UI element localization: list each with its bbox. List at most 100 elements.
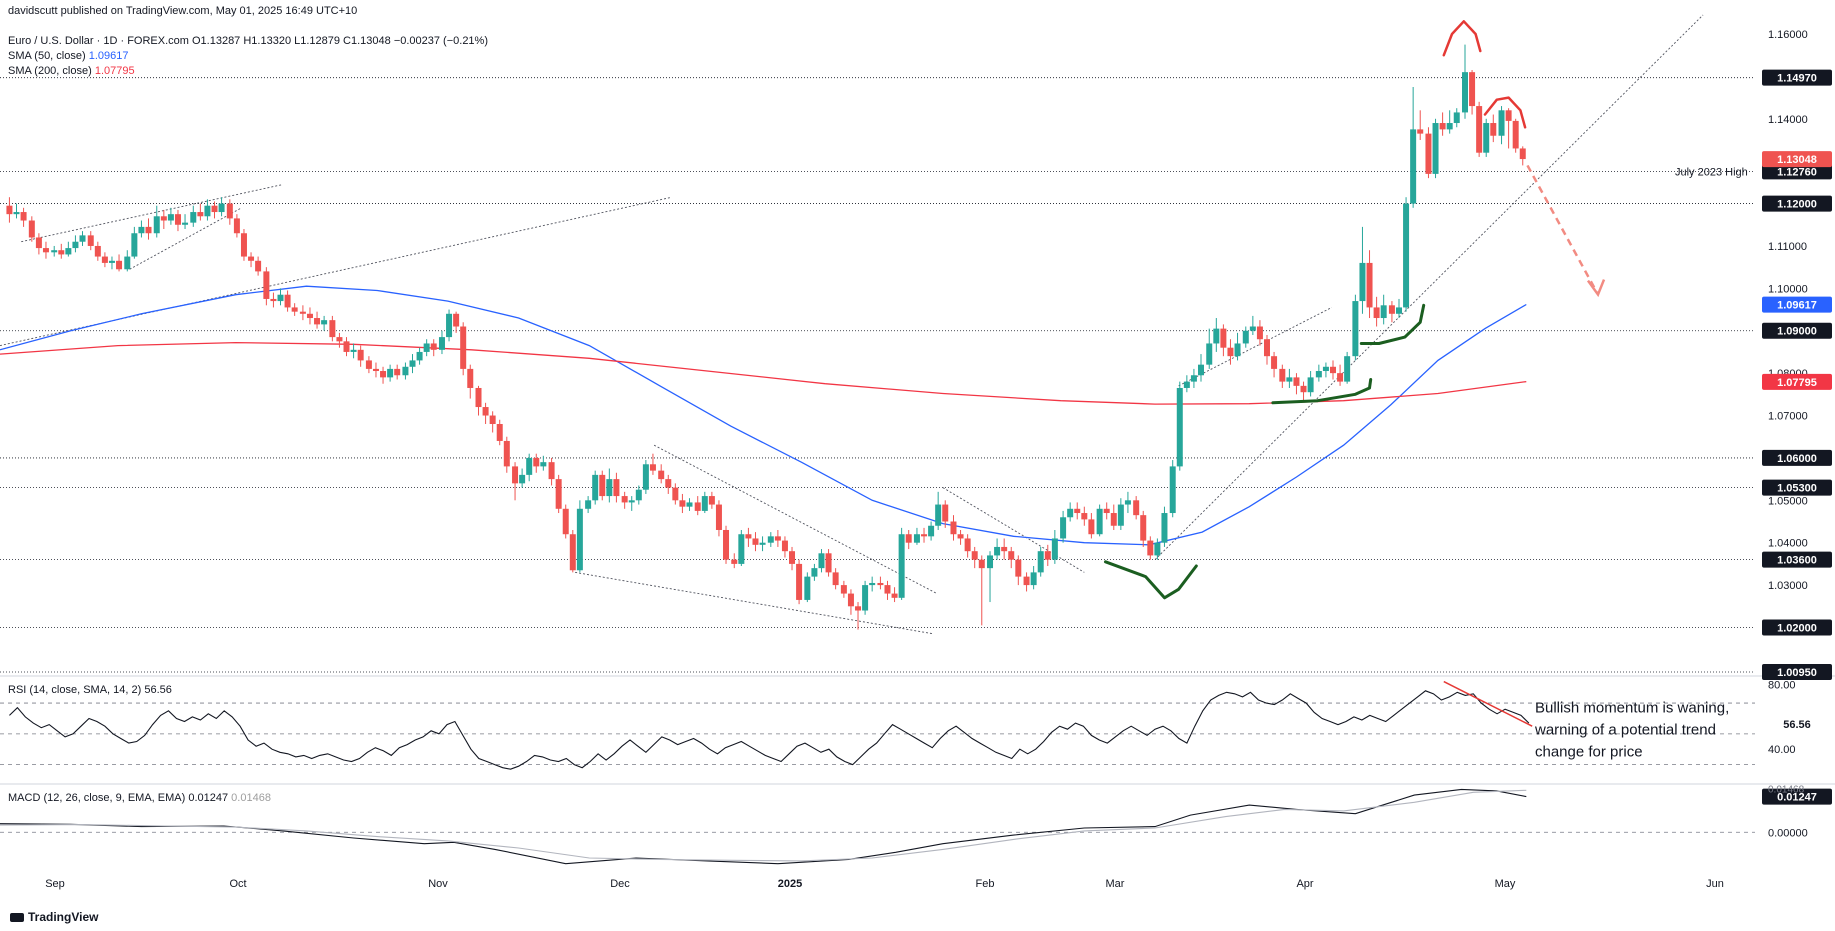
candle-body-55 [409, 360, 416, 367]
trendline-5 [942, 487, 1085, 573]
trendline-3 [575, 571, 934, 635]
candle-body-43 [321, 320, 328, 325]
candle-body-113 [832, 572, 839, 586]
candle-body-139 [1023, 576, 1030, 586]
candle-body-97 [715, 504, 722, 530]
price-level-label-5: 1.05300 [1777, 483, 1817, 495]
candle-body-162 [1190, 375, 1197, 382]
candle-body-161 [1183, 381, 1190, 388]
x-tick-oct: Oct [229, 878, 246, 890]
price-level-label-2: 1.12000 [1777, 199, 1817, 211]
candle-body-169 [1242, 330, 1249, 344]
candle-body-96 [708, 496, 715, 505]
x-tick-dec: Dec [610, 878, 630, 890]
x-tick-mar: Mar [1106, 878, 1125, 890]
candle-body-199 [1461, 72, 1468, 113]
candle-body-123 [905, 534, 912, 543]
tradingview-brand: TradingView [10, 910, 98, 924]
candle-body-184 [1352, 301, 1359, 357]
candle-body-67 [496, 424, 503, 441]
candle-body-205 [1505, 110, 1512, 121]
sma200-legend: SMA (200, close) 1.07795 [8, 65, 135, 78]
candle-body-207 [1519, 148, 1526, 160]
candle-body-119 [877, 582, 884, 586]
candle-body-4 [35, 237, 42, 249]
candle-body-100 [738, 534, 745, 564]
candle-body-180 [1322, 366, 1329, 372]
candle-body-82 [606, 479, 613, 497]
candle-body-60 [446, 313, 453, 338]
candle-body-36 [270, 298, 277, 302]
price-level-label-3: 1.09000 [1777, 326, 1817, 338]
candle-body-35 [263, 271, 270, 299]
candle-body-57 [423, 343, 430, 352]
candle-body-114 [840, 585, 847, 594]
macd-legend: MACD (12, 26, close, 9, EMA, EMA) 0.0124… [8, 792, 271, 805]
candle-body-58 [430, 343, 437, 350]
trendline-4 [653, 444, 938, 594]
candle-body-53 [394, 368, 401, 376]
candle-body-88 [649, 464, 656, 471]
candle-body-93 [686, 502, 693, 507]
candle-body-149 [1096, 508, 1103, 535]
candle-body-77 [569, 534, 576, 571]
candle-body-31 [233, 218, 240, 234]
candle-body-190 [1395, 307, 1402, 314]
candle-body-148 [1088, 519, 1095, 535]
candle-body-85 [628, 500, 635, 503]
candle-body-79 [585, 500, 592, 509]
candle-body-42 [314, 318, 321, 325]
candle-body-76 [562, 508, 569, 535]
price-y-tick-5: 1.07000 [1768, 411, 1808, 423]
candle-body-54 [402, 366, 409, 376]
candle-body-39 [291, 307, 298, 312]
macd-legend-value: 0.01247 [188, 792, 229, 804]
brand-name: TradingView [28, 910, 99, 924]
candle-body-150 [1103, 508, 1110, 514]
candle-body-165 [1213, 328, 1220, 344]
candle-body-116 [855, 606, 862, 611]
candle-body-41 [306, 313, 313, 319]
candle-body-80 [592, 474, 599, 501]
candle-body-25 [190, 212, 197, 223]
candle-body-189 [1388, 305, 1395, 314]
candle-body-91 [672, 487, 679, 501]
candle-body-166 [1220, 328, 1227, 348]
rsi-legend-value: 56.56 [144, 684, 172, 696]
candle-body-143 [1051, 538, 1058, 560]
candle-body-164 [1206, 343, 1213, 365]
candle-body-65 [482, 407, 489, 416]
candle-body-52 [387, 368, 394, 378]
candle-body-111 [818, 553, 825, 569]
candle-body-141 [1037, 551, 1044, 573]
trendline-7 [1178, 307, 1333, 387]
candle-body-34 [255, 260, 262, 272]
candle-body-29 [218, 203, 225, 213]
candle-body-186 [1366, 262, 1373, 308]
rsi-last-value-bg [1762, 715, 1832, 732]
sma50-legend-label: SMA (50, close) [8, 50, 86, 62]
candle-body-106 [781, 540, 788, 552]
macd-last-value-bg [1762, 788, 1832, 805]
candle-body-146 [1074, 508, 1081, 514]
candle-body-84 [621, 496, 628, 503]
x-tick-2025: 2025 [778, 878, 802, 890]
candle-body-86 [635, 489, 642, 501]
july-2023-high-label: July 2023 High [1675, 166, 1748, 178]
rsi-legend: RSI (14, close, SMA, 14, 2) 56.56 [8, 684, 172, 697]
candle-body-19 [145, 226, 152, 234]
candle-body-121 [891, 593, 898, 598]
candle-body-194 [1425, 133, 1432, 174]
candle-body-102 [752, 538, 759, 545]
candle-body-197 [1446, 123, 1453, 130]
rsi-y-tick-1: 40.00 [1768, 744, 1796, 756]
candle-body-45 [336, 337, 343, 342]
price-level-label-7-bg [1762, 619, 1832, 636]
candle-body-200 [1469, 72, 1476, 107]
last-price-label: 1.13048 [1777, 154, 1817, 166]
trendline-0 [21, 184, 283, 243]
candle-body-152 [1117, 504, 1124, 526]
candle-body-78 [576, 508, 583, 571]
candle-body-163 [1197, 364, 1204, 376]
candle-body-1 [13, 212, 20, 215]
